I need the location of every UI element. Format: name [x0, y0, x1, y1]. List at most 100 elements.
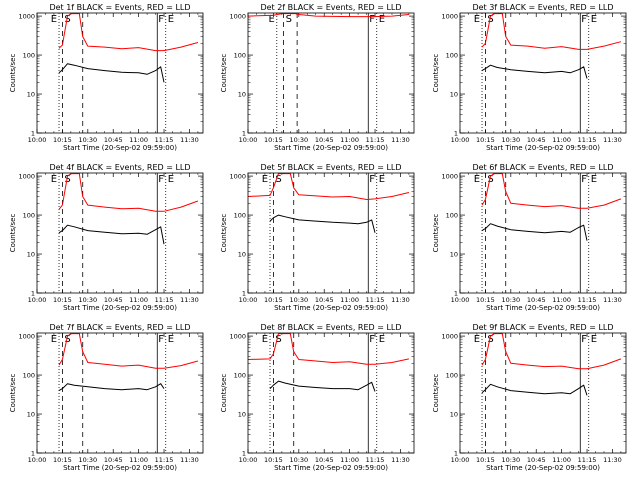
plot-frame — [36, 12, 204, 134]
y-axis-label: Counts/sec — [220, 214, 228, 253]
x-tick-label: 10:15 — [476, 456, 495, 464]
y-tick-label: 1000 — [441, 173, 458, 181]
plot-frame — [36, 332, 204, 454]
x-tick-label: 11:30 — [391, 456, 410, 464]
y-tick-label: 1000 — [441, 333, 458, 341]
panel-9: Det 9f BLACK = Events, RED = LLD 1 10 100 10… — [432, 323, 627, 472]
panel-title: Det 1f BLACK = Events, RED = LLD — [49, 3, 190, 12]
y-tick-label: 1000 — [18, 173, 35, 181]
marker-label-e: E — [379, 14, 385, 25]
y-axis-label: Counts/sec — [9, 214, 17, 253]
marker-label-e: E — [168, 14, 174, 25]
plot-frame — [247, 172, 415, 294]
x-tick-label: 11:30 — [391, 136, 410, 144]
y-tick-label: 100 — [23, 52, 35, 60]
x-tick-label: 11:15 — [155, 456, 174, 464]
marker-label-f: F — [369, 334, 375, 345]
panel-4: Det 4f BLACK = Events, RED = LLD 1 10 100 10… — [9, 163, 204, 312]
y-tick-label: 10 — [450, 251, 458, 259]
x-tick-label: 11:30 — [180, 136, 199, 144]
marker-label-s: S — [286, 14, 292, 25]
plot-frame — [36, 172, 204, 294]
marker-label-f: F — [369, 14, 375, 25]
x-tick-label: 11:00 — [340, 456, 359, 464]
plot-frame — [459, 12, 627, 134]
y-tick-label: 1 — [454, 450, 458, 458]
series-lld-line — [247, 13, 409, 18]
x-tick-label: 10:00 — [451, 136, 470, 144]
panel-6: Det 6f BLACK = Events, RED = LLD 1 10 100 10… — [432, 163, 627, 312]
marker-label-s: S — [487, 334, 493, 345]
x-tick-label: 10:45 — [527, 136, 546, 144]
plot-frame — [459, 172, 627, 294]
marker-label-e: E — [474, 174, 480, 185]
marker-label-s: S — [64, 334, 70, 345]
x-tick-label: 10:45 — [527, 296, 546, 304]
x-tick-label: 10:45 — [104, 456, 123, 464]
marker-label-e: E — [51, 14, 57, 25]
panel-2: Det 2f BLACK = Events, RED = LLD 1 10 100 10… — [220, 3, 415, 152]
x-tick-label: 10:45 — [527, 456, 546, 464]
marker-label-s: S — [487, 14, 493, 25]
x-tick-label: 10:15 — [264, 136, 283, 144]
x-axis-label: Start Time (20-Sep-02 09:59:00) — [274, 304, 388, 312]
y-axis-label: Counts/sec — [220, 374, 228, 413]
x-tick-label: 11:15 — [155, 296, 174, 304]
y-tick-label: 1000 — [18, 333, 35, 341]
marker-label-e: E — [474, 14, 480, 25]
x-axis-label: Start Time (20-Sep-02 09:59:00) — [486, 144, 600, 152]
x-tick-label: 11:00 — [129, 456, 148, 464]
x-tick-label: 11:00 — [340, 296, 359, 304]
x-tick-label: 10:30 — [501, 456, 520, 464]
marker-label-s: S — [64, 14, 70, 25]
x-axis-label: Start Time (20-Sep-02 09:59:00) — [63, 464, 177, 472]
panel-title: Det 4f BLACK = Events, RED = LLD — [49, 163, 190, 172]
y-tick-label: 10 — [238, 411, 246, 419]
marker-label-e: E — [51, 174, 57, 185]
x-tick-label: 10:45 — [315, 136, 334, 144]
x-axis-label: Start Time (20-Sep-02 09:59:00) — [274, 144, 388, 152]
y-tick-label: 1000 — [229, 333, 246, 341]
x-tick-label: 11:00 — [129, 136, 148, 144]
x-tick-label: 10:30 — [78, 136, 97, 144]
x-tick-label: 11:15 — [578, 456, 597, 464]
x-tick-label: 11:30 — [391, 296, 410, 304]
x-tick-label: 10:00 — [239, 136, 258, 144]
y-axis-label: Counts/sec — [432, 54, 440, 93]
x-tick-label: 11:00 — [129, 296, 148, 304]
panel-title: Det 5f BLACK = Events, RED = LLD — [260, 163, 401, 172]
y-tick-label: 100 — [23, 212, 35, 220]
x-tick-label: 10:45 — [104, 296, 123, 304]
x-tick-label: 11:00 — [340, 136, 359, 144]
panel-title: Det 9f BLACK = Events, RED = LLD — [472, 323, 613, 332]
series-events-line — [58, 63, 165, 83]
y-tick-label: 1 — [242, 130, 246, 138]
y-tick-label: 10 — [27, 91, 35, 99]
x-tick-label: 11:15 — [366, 456, 385, 464]
y-tick-label: 1000 — [18, 13, 35, 21]
marker-label-s: S — [64, 174, 70, 185]
marker-label-e: E — [268, 14, 274, 25]
series-lld-line — [481, 333, 622, 370]
x-tick-label: 11:15 — [578, 136, 597, 144]
x-tick-label: 10:30 — [78, 296, 97, 304]
marker-label-s: S — [487, 174, 493, 185]
plot-frame — [459, 332, 627, 454]
x-axis-label: Start Time (20-Sep-02 09:59:00) — [63, 144, 177, 152]
y-tick-label: 100 — [23, 372, 35, 380]
x-tick-label: 11:30 — [603, 456, 622, 464]
x-tick-label: 11:30 — [603, 136, 622, 144]
series-events-line — [269, 214, 376, 233]
marker-label-f: F — [158, 14, 164, 25]
panel-5: Det 5f BLACK = Events, RED = LLD 1 10 100 10… — [220, 163, 415, 312]
x-tick-label: 10:00 — [451, 456, 470, 464]
series-events-line — [58, 224, 165, 245]
x-tick-label: 11:30 — [180, 456, 199, 464]
x-tick-label: 11:00 — [552, 296, 571, 304]
marker-label-f: F — [581, 174, 587, 185]
marker-label-e: E — [474, 334, 480, 345]
x-tick-label: 10:15 — [264, 456, 283, 464]
x-tick-label: 10:00 — [239, 456, 258, 464]
y-axis-label: Counts/sec — [220, 54, 228, 93]
